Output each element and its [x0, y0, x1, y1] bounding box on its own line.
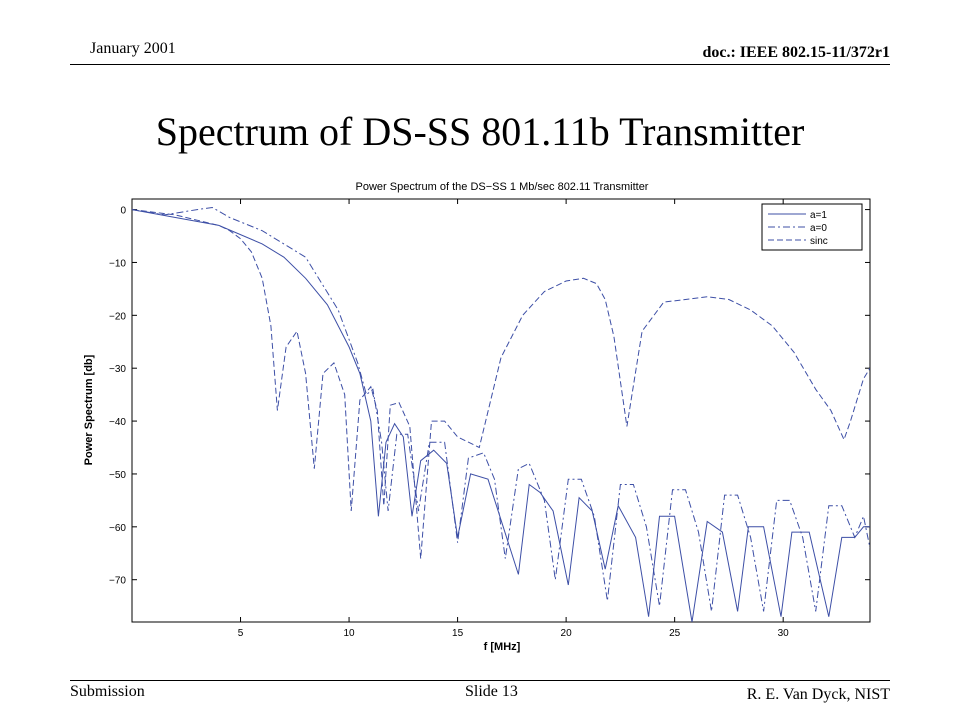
chart-title: Power Spectrum of the DS−SS 1 Mb/sec 802…	[356, 181, 649, 193]
header-doc-id: doc.: IEEE 802.15-11/372r1	[702, 44, 890, 61]
legend-label-a1: a=1	[810, 210, 827, 221]
x-axis-label: f [MHz]	[484, 641, 521, 653]
series-line-sinc	[132, 209, 870, 559]
x-tick-label: 10	[343, 628, 355, 639]
footer-submission: Submission	[70, 683, 145, 700]
plot-area	[131, 198, 871, 623]
legend-label-a0: a=0	[810, 223, 827, 234]
header-divider	[70, 64, 890, 65]
x-tick-label: 5	[238, 628, 244, 639]
x-tick-label: 15	[452, 628, 464, 639]
x-tick-label: 20	[561, 628, 573, 639]
series-line-a1	[132, 209, 870, 622]
y-tick-label: −50	[109, 470, 126, 481]
y-tick-label: −60	[109, 523, 126, 534]
series-lines	[132, 206, 870, 622]
y-tick-label: −40	[109, 417, 126, 428]
legend: a=1 a=0 sinc	[761, 203, 863, 251]
y-tick-label: −70	[109, 576, 126, 587]
power-spectrum-chart: Power Spectrum of the DS−SS 1 Mb/sec 802…	[83, 181, 871, 653]
footer-author: R. E. Van Dyck, NIST	[746, 686, 890, 703]
slide-title: Spectrum of DS-SS 801.11b Transmitter	[155, 109, 805, 154]
y-tick-label: −30	[109, 364, 126, 375]
y-tick-label: 0	[120, 206, 126, 217]
x-tick-label: 25	[669, 628, 681, 639]
x-axis: 5 10 15 20 25 30	[238, 199, 789, 639]
y-axis: 0 −10 −20 −30 −40 −50 −60 −70	[109, 206, 870, 587]
x-tick-label: 30	[778, 628, 790, 639]
y-tick-label: −10	[109, 258, 126, 269]
footer-divider	[70, 680, 890, 681]
legend-label-sinc: sinc	[810, 236, 828, 247]
footer-slide-number: Slide 13	[465, 683, 518, 700]
y-axis-label: Power Spectrum [db]	[83, 354, 95, 465]
y-tick-label: −20	[109, 311, 126, 322]
header-date: January 2001	[90, 40, 176, 57]
